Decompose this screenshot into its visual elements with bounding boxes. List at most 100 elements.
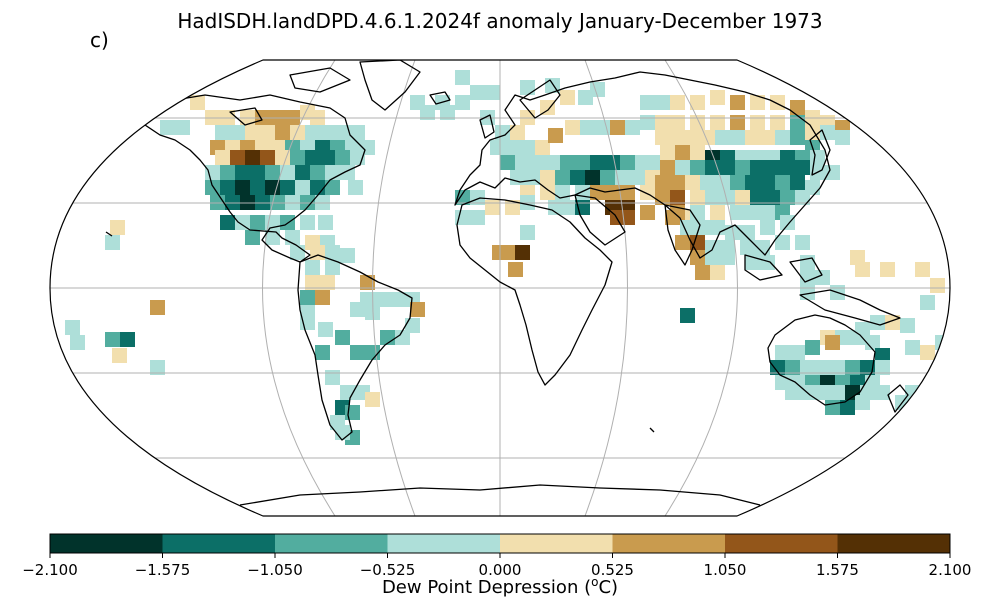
anomaly-cell bbox=[455, 95, 470, 110]
anomaly-cell bbox=[860, 360, 875, 375]
anomaly-cell bbox=[735, 160, 750, 175]
anomaly-cell bbox=[112, 348, 127, 363]
anomaly-cell bbox=[500, 155, 515, 170]
anomaly-cell bbox=[515, 155, 530, 170]
anomaly-cell bbox=[875, 348, 890, 363]
anomaly-cell bbox=[640, 205, 655, 220]
anomaly-cell bbox=[70, 335, 85, 350]
anomaly-cell bbox=[790, 130, 805, 145]
anomaly-cell bbox=[690, 115, 705, 130]
anomaly-cell bbox=[515, 245, 530, 260]
anomaly-cell bbox=[755, 240, 770, 255]
anomaly-cell bbox=[630, 170, 645, 185]
anomaly-cell bbox=[250, 180, 265, 195]
anomaly-cell bbox=[705, 250, 720, 265]
anomaly-cell bbox=[780, 215, 795, 230]
anomaly-cell bbox=[310, 165, 325, 180]
anomaly-cell bbox=[690, 95, 705, 110]
anomaly-cell bbox=[65, 320, 80, 335]
anomaly-cell bbox=[260, 125, 275, 140]
anomaly-cell bbox=[765, 190, 780, 205]
anomaly-cell bbox=[335, 330, 350, 345]
anomaly-cell bbox=[775, 175, 790, 190]
anomaly-cell bbox=[715, 130, 730, 145]
anomaly-cell bbox=[318, 322, 333, 337]
anomaly-cell bbox=[835, 130, 850, 145]
anomaly-cell bbox=[235, 165, 250, 180]
anomaly-cell bbox=[620, 210, 635, 225]
anomaly-cell bbox=[820, 125, 835, 140]
anomaly-cell bbox=[930, 278, 945, 293]
anomaly-cell bbox=[655, 175, 670, 190]
anomaly-cell bbox=[620, 155, 635, 170]
anomaly-cell bbox=[655, 130, 670, 145]
anomaly-cell bbox=[690, 160, 705, 175]
anomaly-cell bbox=[825, 165, 840, 180]
colorbar-swatch bbox=[725, 534, 838, 553]
anomaly-cell bbox=[595, 120, 610, 135]
anomaly-cell bbox=[690, 190, 705, 205]
anomaly-cell bbox=[780, 190, 795, 205]
anomaly-cell bbox=[920, 345, 935, 360]
anomaly-cell bbox=[770, 360, 785, 375]
anomaly-cell bbox=[640, 115, 655, 130]
anomaly-cell bbox=[760, 175, 775, 190]
anomaly-cell bbox=[730, 175, 745, 190]
anomaly-cell bbox=[775, 130, 790, 145]
anomaly-cell bbox=[625, 120, 640, 135]
anomaly-cell bbox=[325, 370, 340, 385]
anomaly-cell bbox=[530, 155, 545, 170]
anomaly-cell bbox=[565, 120, 580, 135]
anomaly-cell bbox=[690, 145, 705, 160]
anomaly-cell bbox=[315, 345, 330, 360]
anomaly-cell bbox=[700, 175, 715, 190]
anomaly-cell bbox=[485, 85, 500, 100]
anomaly-cell bbox=[770, 95, 785, 110]
anomaly-cell bbox=[295, 165, 310, 180]
anomaly-cell bbox=[740, 240, 755, 255]
anomaly-cell bbox=[590, 155, 605, 170]
anomaly-cell bbox=[520, 80, 535, 95]
colorbar-swatch bbox=[837, 534, 951, 553]
anomaly-cell bbox=[790, 100, 805, 115]
anomaly-cell bbox=[335, 125, 350, 140]
anomaly-cell bbox=[335, 150, 350, 165]
anomaly-cell bbox=[795, 190, 810, 205]
anomaly-cell bbox=[230, 125, 245, 140]
anomaly-cell bbox=[795, 160, 810, 175]
anomaly-cell bbox=[548, 200, 563, 215]
anomaly-cell bbox=[275, 125, 290, 140]
anomaly-cell bbox=[175, 120, 190, 135]
anomaly-cell bbox=[300, 215, 315, 230]
colorbar-tick-label: 0.525 bbox=[591, 561, 634, 579]
anomaly-cell bbox=[350, 302, 365, 317]
world-map bbox=[49, 59, 951, 517]
anomaly-cell bbox=[720, 160, 735, 175]
anomaly-cell bbox=[508, 262, 523, 277]
anomaly-cell bbox=[750, 160, 765, 175]
anomaly-cell bbox=[655, 115, 670, 130]
anomaly-cell bbox=[760, 220, 775, 235]
anomaly-cell bbox=[680, 308, 695, 323]
anomaly-cell bbox=[318, 215, 333, 230]
anomaly-cell bbox=[670, 175, 685, 190]
anomaly-cell bbox=[520, 225, 535, 240]
anomaly-cell bbox=[615, 170, 630, 185]
colorbar-swatch bbox=[275, 534, 388, 553]
anomaly-cell bbox=[245, 230, 260, 245]
anomaly-cell bbox=[795, 235, 810, 250]
anomaly-cell bbox=[375, 292, 390, 307]
anomaly-cell bbox=[640, 95, 655, 110]
anomaly-cell bbox=[290, 150, 305, 165]
anomaly-cell bbox=[785, 385, 800, 400]
anomaly-cell bbox=[695, 265, 710, 280]
anomaly-cell bbox=[160, 120, 175, 135]
anomaly-cell bbox=[265, 180, 280, 195]
anomaly-cell bbox=[865, 335, 880, 350]
anomaly-cell bbox=[760, 255, 775, 270]
anomaly-cell bbox=[740, 225, 755, 240]
anomaly-cell bbox=[590, 82, 605, 97]
colorbar-tick-label: 1.050 bbox=[703, 561, 747, 579]
colorbar-swatch bbox=[612, 534, 726, 553]
